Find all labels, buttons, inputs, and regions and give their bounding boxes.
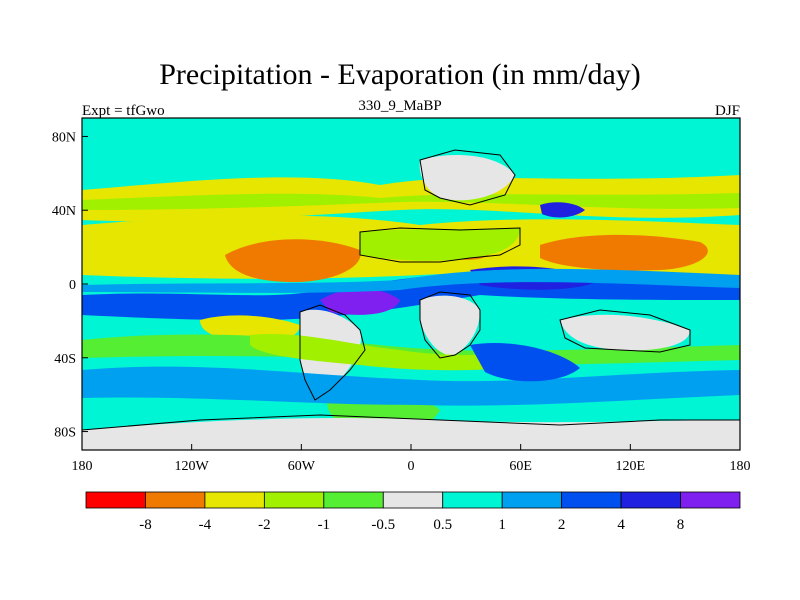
colorbar-swatch	[561, 491, 622, 509]
australia-land	[560, 314, 690, 351]
colorbar-swatch	[680, 491, 741, 509]
coast-africa	[419, 291, 481, 359]
longitude-axis: 180 120W 60W 0 60E 120E 180	[72, 444, 751, 474]
blue-southern-patches	[470, 342, 580, 382]
colorbar-label: 1	[498, 517, 506, 533]
period-label: 330_9_MaBP	[358, 98, 442, 114]
darkblue-equatorial-core	[320, 288, 400, 315]
lat-tick-label: 0	[69, 278, 76, 293]
colorbar-label: 8	[677, 517, 685, 533]
lat-tick-label: 40N	[52, 204, 76, 219]
antarctica-land	[82, 418, 740, 450]
colorbar-label: -0.5	[371, 517, 395, 533]
colorbar-label: -2	[258, 517, 271, 533]
darkblue-northern-patch	[540, 202, 585, 218]
northern-highlands	[419, 155, 515, 201]
lon-tick-label: 180	[730, 459, 751, 474]
lon-tick-label: 60W	[288, 459, 316, 474]
colorbar-label: -8	[139, 517, 152, 533]
colorbar-swatch	[501, 491, 563, 509]
coast-antarctica	[82, 414, 740, 431]
colorbar-label: 2	[558, 517, 566, 533]
latitude-axis: 80N 40N 0 40S 80S	[52, 130, 88, 441]
chart-title: Precipitation - Evaporation (in mm/day)	[159, 58, 641, 91]
lon-tick-label: 120W	[175, 459, 210, 474]
colorbar-label: 4	[617, 517, 625, 533]
lime-southern-subtropics	[250, 333, 540, 371]
africa-land	[420, 295, 480, 356]
coast-highlands	[419, 149, 516, 206]
coast-south-america	[299, 304, 366, 401]
colorbar-swatch	[145, 491, 206, 509]
precip-evap-field	[82, 118, 740, 450]
colorbar-swatch	[442, 491, 503, 509]
colorbar-swatch	[620, 491, 681, 509]
lon-tick-label: 180	[72, 459, 93, 474]
lat-tick-label: 80N	[52, 130, 76, 145]
colorbar-label: -1	[318, 517, 331, 533]
coastline-outline	[82, 149, 740, 431]
orange-subtropical-west	[225, 239, 361, 283]
colorbar-swatch	[263, 491, 325, 509]
colorbar-swatch	[323, 491, 384, 509]
lon-tick-label: 60E	[509, 459, 532, 474]
lon-tick-label: 120E	[616, 459, 646, 474]
colorbar-label: -4	[199, 517, 212, 533]
lightblue-equatorial-halo	[82, 268, 740, 293]
lightblue-southern-storm-track	[82, 366, 740, 406]
lat-tick-label: 80S	[54, 426, 76, 441]
lon-tick-label: 0	[408, 459, 415, 474]
experiment-label: Expt = tfGwo	[82, 103, 165, 119]
coast-australia	[559, 309, 691, 353]
colorbar-swatch	[204, 491, 265, 509]
green-band-south	[82, 334, 740, 365]
lat-tick-label: 40S	[54, 352, 76, 367]
colorbar-swatch	[85, 491, 146, 509]
orange-subtropical-east	[540, 234, 708, 271]
colorbar-swatch	[382, 491, 444, 509]
colorbar: -8 -4 -2 -1 -0.5 0.5 1 2 4 8	[85, 491, 741, 533]
northern-land	[360, 228, 520, 261]
coast-north	[359, 227, 521, 263]
season-label: DJF	[714, 103, 740, 119]
colorbar-label: 0.5	[433, 517, 452, 533]
